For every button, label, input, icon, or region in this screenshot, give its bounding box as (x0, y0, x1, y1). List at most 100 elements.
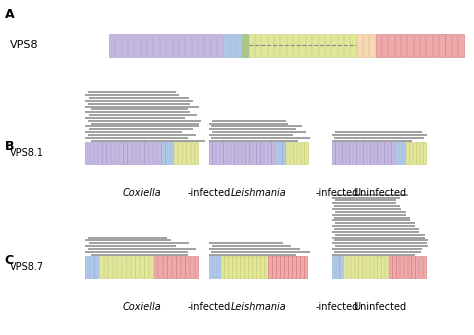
Bar (409, 142, 412, 164)
Bar (392, 256, 396, 278)
Text: C: C (5, 254, 14, 267)
Bar (249, 34, 254, 57)
Bar (99, 256, 103, 278)
Bar (144, 142, 148, 164)
Bar (420, 34, 426, 57)
Bar (301, 142, 304, 164)
Bar (458, 34, 464, 57)
Bar (160, 34, 165, 57)
Bar (346, 142, 349, 164)
Bar (229, 34, 235, 57)
Text: VPS8.7: VPS8.7 (9, 262, 44, 272)
Bar (148, 142, 152, 164)
Bar (279, 142, 282, 164)
Bar (198, 34, 203, 57)
Bar (336, 256, 339, 278)
Bar (414, 34, 419, 57)
Bar (204, 34, 210, 57)
Bar (135, 34, 140, 57)
Bar (161, 142, 165, 164)
Bar (255, 34, 260, 57)
Bar (389, 256, 392, 278)
Bar (377, 142, 381, 164)
Bar (185, 34, 191, 57)
Bar (433, 34, 438, 57)
Bar (339, 256, 343, 278)
Bar (439, 34, 445, 57)
Bar (98, 142, 101, 164)
Bar (173, 34, 178, 57)
Bar (353, 142, 356, 164)
Bar (190, 256, 194, 278)
Bar (176, 256, 180, 278)
Bar (246, 142, 248, 164)
Bar (325, 34, 330, 57)
Bar (360, 142, 363, 164)
Bar (392, 142, 394, 164)
Bar (223, 142, 227, 164)
Bar (238, 142, 241, 164)
Bar (119, 142, 123, 164)
Bar (228, 256, 232, 278)
Text: Uninfected: Uninfected (353, 302, 406, 312)
Bar (363, 34, 368, 57)
Bar (219, 142, 223, 164)
Bar (446, 34, 451, 57)
Bar (370, 142, 374, 164)
Bar (128, 34, 134, 57)
Bar (136, 142, 139, 164)
Bar (236, 34, 241, 57)
Text: -infected: -infected (188, 302, 231, 312)
Bar (240, 256, 244, 278)
Bar (149, 256, 153, 278)
Text: -infected: -infected (188, 188, 231, 198)
Bar (172, 256, 176, 278)
Bar (103, 256, 108, 278)
Bar (242, 34, 248, 57)
Bar (337, 34, 343, 57)
Bar (300, 34, 305, 57)
Bar (358, 256, 362, 278)
Text: VPS8: VPS8 (9, 40, 38, 50)
Bar (366, 256, 369, 278)
Bar (115, 142, 118, 164)
Bar (395, 34, 400, 57)
Bar (271, 142, 274, 164)
Bar (367, 142, 370, 164)
Bar (423, 142, 426, 164)
Bar (408, 256, 411, 278)
Bar (281, 34, 286, 57)
Bar (140, 142, 144, 164)
Bar (362, 256, 365, 278)
Bar (388, 34, 394, 57)
Bar (347, 256, 350, 278)
Text: -infected: -infected (315, 302, 358, 312)
Bar (274, 34, 280, 57)
Bar (140, 256, 144, 278)
Bar (90, 142, 93, 164)
Bar (212, 142, 215, 164)
Bar (181, 256, 185, 278)
Bar (268, 256, 272, 278)
Bar (216, 142, 219, 164)
Bar (232, 256, 236, 278)
Bar (252, 256, 256, 278)
Bar (106, 142, 110, 164)
Bar (388, 142, 391, 164)
Bar (212, 256, 216, 278)
Bar (179, 34, 184, 57)
Bar (123, 142, 127, 164)
Bar (335, 142, 338, 164)
Bar (290, 142, 293, 164)
Bar (163, 256, 166, 278)
Bar (209, 142, 212, 164)
Bar (141, 34, 146, 57)
Bar (276, 256, 280, 278)
Bar (400, 256, 403, 278)
Text: Leishmania: Leishmania (230, 188, 286, 198)
Bar (178, 142, 182, 164)
Bar (351, 256, 354, 278)
Bar (306, 34, 311, 57)
Bar (370, 256, 373, 278)
Bar (304, 142, 308, 164)
